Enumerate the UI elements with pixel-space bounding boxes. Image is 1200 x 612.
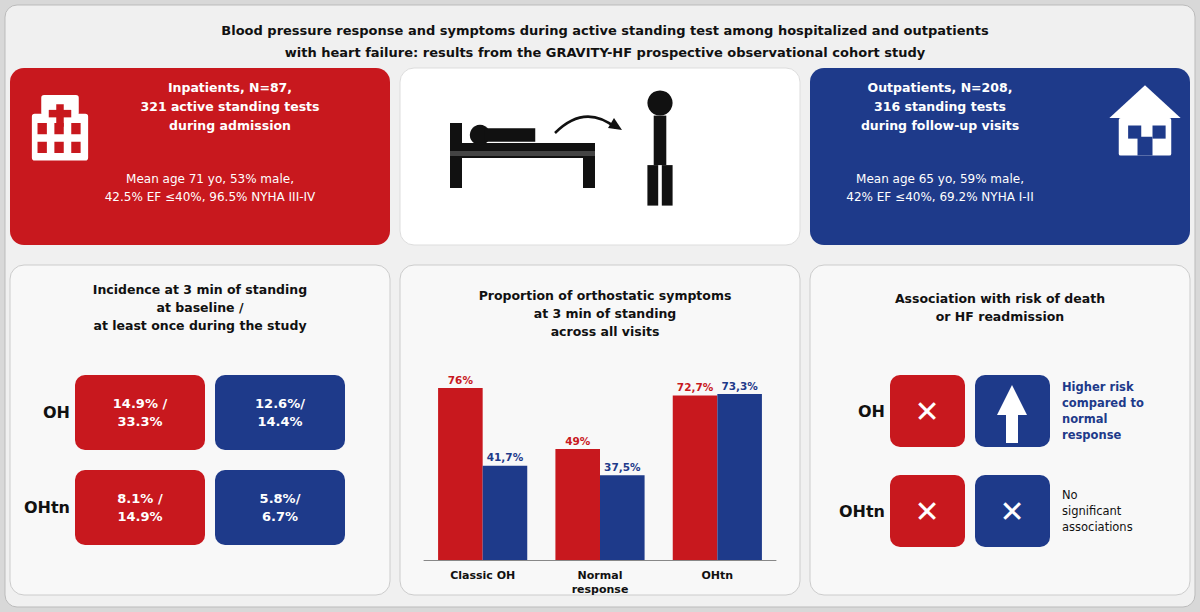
svg-text:at baseline /: at baseline / — [157, 300, 244, 315]
svg-text:72,7%: 72,7% — [677, 381, 714, 393]
svg-text:316 standing tests: 316 standing tests — [874, 99, 1006, 114]
svg-text:during follow-up visits: during follow-up visits — [861, 118, 1019, 133]
svg-text:Mean age 71 yo, 53% male,: Mean age 71 yo, 53% male, — [126, 172, 294, 186]
svg-text:OH: OH — [858, 402, 885, 421]
svg-text:Classic OH: Classic OH — [450, 569, 515, 582]
svg-text:14.9% /: 14.9% / — [113, 396, 168, 411]
svg-text:significant: significant — [1062, 504, 1122, 518]
svg-text:✕: ✕ — [914, 494, 939, 529]
svg-text:6.7%: 6.7% — [262, 509, 298, 524]
svg-text:compared to: compared to — [1062, 396, 1144, 410]
svg-text:with heart failure: results fr: with heart failure: results from the GRA… — [285, 45, 926, 60]
svg-text:5.8%/: 5.8%/ — [260, 491, 301, 506]
svg-text:OHtn: OHtn — [839, 502, 885, 521]
svg-text:33.3%: 33.3% — [117, 414, 162, 429]
svg-text:Proportion of orthostatic symp: Proportion of orthostatic symptoms — [479, 288, 732, 303]
svg-text:Higher risk: Higher risk — [1062, 380, 1134, 394]
svg-text:associations: associations — [1062, 520, 1133, 534]
svg-text:321 active standing tests: 321 active standing tests — [140, 99, 319, 114]
svg-text:8.1% /: 8.1% / — [117, 491, 163, 506]
svg-text:or HF readmission: or HF readmission — [936, 309, 1064, 324]
svg-text:OHtn: OHtn — [702, 569, 734, 582]
svg-text:49%: 49% — [565, 435, 591, 447]
svg-text:14.9%: 14.9% — [117, 509, 162, 524]
svg-text:across all visits: across all visits — [551, 324, 660, 339]
svg-text:OHtn: OHtn — [24, 498, 70, 517]
svg-text:OH: OH — [43, 403, 70, 422]
svg-text:Outpatients, N=208,: Outpatients, N=208, — [868, 80, 1013, 95]
svg-text:Blood pressure response and sy: Blood pressure response and symptoms dur… — [221, 23, 989, 38]
svg-text:42% EF ≤40%, 69.2% NYHA I-II: 42% EF ≤40%, 69.2% NYHA I-II — [846, 190, 1033, 204]
svg-text:37,5%: 37,5% — [604, 461, 641, 473]
svg-text:73,3%: 73,3% — [721, 380, 758, 392]
svg-text:response: response — [572, 583, 629, 596]
svg-text:Mean age 65 yo, 59% male,: Mean age 65 yo, 59% male, — [856, 172, 1024, 186]
svg-text:42.5% EF ≤40%, 96.5% NYHA III-: 42.5% EF ≤40%, 96.5% NYHA III-IV — [105, 190, 316, 204]
svg-text:✕: ✕ — [914, 394, 939, 429]
svg-text:✕: ✕ — [999, 494, 1024, 529]
svg-text:76%: 76% — [448, 374, 474, 386]
svg-text:Association with risk of death: Association with risk of death — [895, 291, 1105, 306]
svg-text:No: No — [1062, 488, 1078, 502]
svg-text:Inpatients, N=87,: Inpatients, N=87, — [168, 80, 292, 95]
svg-text:response: response — [1062, 428, 1121, 442]
svg-text:12.6%/: 12.6%/ — [255, 396, 305, 411]
svg-text:14.4%: 14.4% — [257, 414, 302, 429]
svg-text:at 3 min of standing: at 3 min of standing — [534, 306, 677, 321]
svg-text:Incidence at 3 min of standing: Incidence at 3 min of standing — [93, 282, 307, 297]
svg-text:41,7%: 41,7% — [487, 451, 524, 463]
svg-text:during admission: during admission — [169, 118, 291, 133]
svg-text:Normal: Normal — [578, 569, 623, 582]
svg-text:normal: normal — [1062, 412, 1107, 426]
svg-text:at least once during the study: at least once during the study — [93, 318, 306, 333]
